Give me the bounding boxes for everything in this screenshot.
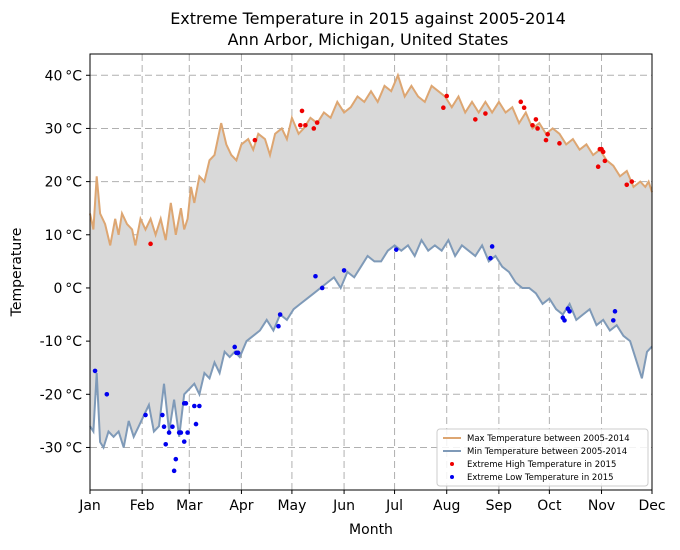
legend-high-entry-swatch — [450, 462, 454, 466]
y-tick-label: 10 °C — [45, 228, 83, 244]
x-tick-label: Feb — [130, 498, 155, 514]
extreme-low-point — [276, 323, 281, 329]
extreme-high-point — [483, 111, 488, 116]
extreme-high-point — [314, 120, 320, 125]
extreme-low-point — [161, 424, 167, 430]
extreme-high-point — [535, 126, 540, 131]
extreme-low-point — [143, 412, 148, 418]
extreme-high-point — [252, 137, 258, 143]
extreme-high-point — [533, 117, 539, 122]
x-tick-label: Oct — [537, 498, 562, 514]
extreme-high-point — [595, 164, 601, 170]
extreme-high-point — [521, 105, 527, 111]
extreme-low-point — [160, 412, 165, 418]
y-tick-label: 40 °C — [45, 68, 83, 84]
extreme-high-point — [299, 108, 305, 114]
extreme-low-point — [612, 309, 618, 314]
scatter-points — [92, 93, 635, 474]
legend-low-entry-swatch — [450, 475, 454, 479]
extreme-low-point — [166, 430, 172, 435]
extreme-low-point — [163, 441, 169, 447]
extreme-low-point — [610, 318, 616, 323]
extreme-low-point — [562, 318, 567, 323]
extreme-high-point — [624, 182, 630, 188]
legend-high-entry-label: Extreme High Temperature in 2015 — [467, 460, 616, 470]
x-axis-label: Month — [349, 522, 393, 538]
x-tick-label: Apr — [229, 498, 253, 514]
extreme-high-point — [600, 149, 606, 155]
x-tick-label: Nov — [588, 498, 615, 514]
y-tick-label: 30 °C — [45, 121, 83, 137]
legend: Max Temperature between 2005-2014 Min Tem… — [436, 428, 649, 487]
extreme-low-point — [489, 244, 495, 249]
extreme-low-point — [178, 430, 184, 435]
max-min-range-area — [90, 75, 652, 448]
extreme-low-point — [171, 468, 177, 474]
x-tick-label: May — [277, 498, 306, 514]
extreme-high-point — [557, 141, 562, 146]
chart-subtitle: Ann Arbor, Michigan, United States — [228, 30, 509, 49]
y-tick-label: -20 °C — [40, 387, 83, 403]
x-axis-ticks: Jan Feb Mar Apr May Jun Jul Aug Sep Oct Nov Dec — [78, 490, 666, 514]
x-tick-label: Mar — [176, 498, 203, 514]
legend-box — [436, 428, 649, 487]
extreme-low-point — [170, 424, 175, 430]
extreme-low-point — [341, 268, 347, 273]
extreme-low-point — [173, 456, 179, 462]
extreme-high-point — [441, 105, 446, 111]
extreme-high-point — [545, 131, 550, 137]
y-axis-label: Temperature — [9, 228, 25, 318]
plot-frame — [89, 53, 653, 491]
extreme-high-point — [311, 126, 317, 131]
extreme-low-point — [197, 403, 202, 409]
y-tick-label: -10 °C — [40, 334, 83, 350]
extreme-low-point — [183, 401, 189, 406]
extreme-low-point — [104, 391, 110, 397]
extreme-high-point — [444, 93, 450, 99]
x-tick-label: Jan — [78, 498, 101, 514]
extreme-low-point — [567, 309, 572, 314]
min-temperature-line — [89, 237, 653, 450]
extreme-low-point — [232, 344, 238, 350]
extreme-high-point — [148, 241, 153, 247]
chart-title: Extreme Temperature in 2015 against 2005… — [170, 9, 566, 28]
x-tick-label: Jun — [332, 498, 355, 514]
extreme-high-point — [473, 117, 478, 122]
extreme-low-point — [193, 421, 199, 427]
x-tick-label: Aug — [433, 498, 460, 514]
extreme-low-point — [92, 368, 98, 374]
y-tick-label: -30 °C — [40, 440, 83, 456]
extreme-low-point — [488, 255, 493, 261]
extreme-high-point — [303, 122, 308, 128]
extreme-low-point — [235, 350, 241, 356]
series-lines — [89, 72, 653, 450]
extreme-low-point — [185, 430, 190, 435]
x-tick-label: Sep — [486, 498, 513, 514]
legend-min-entry-label: Min Temperature between 2005-2014 — [467, 447, 627, 457]
extreme-low-point — [393, 247, 399, 252]
legend-max-entry-label: Max Temperature between 2005-2014 — [467, 434, 630, 444]
extreme-low-point — [313, 273, 318, 279]
extreme-low-point — [277, 312, 283, 317]
x-tick-label: Jul — [385, 498, 403, 514]
range-fill — [90, 75, 652, 448]
max-temperature-line — [89, 72, 653, 246]
legend-low-entry-label: Extreme Low Temperature in 2015 — [467, 473, 614, 483]
extreme-high-point — [530, 122, 535, 128]
extreme-high-point — [298, 122, 303, 128]
y-tick-label: 20 °C — [45, 175, 83, 191]
extreme-low-point — [181, 439, 187, 444]
extreme-high-point — [629, 179, 635, 184]
extreme-low-point — [192, 403, 197, 409]
extreme-high-point — [543, 137, 549, 143]
y-tick-label: 0 °C — [54, 281, 83, 297]
extreme-high-point — [518, 99, 524, 105]
x-tick-label: Dec — [638, 498, 665, 514]
extreme-high-point — [602, 158, 608, 164]
extreme-low-point — [319, 285, 325, 291]
y-axis-ticks: -30 °C -20 °C -10 °C 0 °C 10 °C 20 °C 30 °C 40 … — [40, 68, 90, 456]
